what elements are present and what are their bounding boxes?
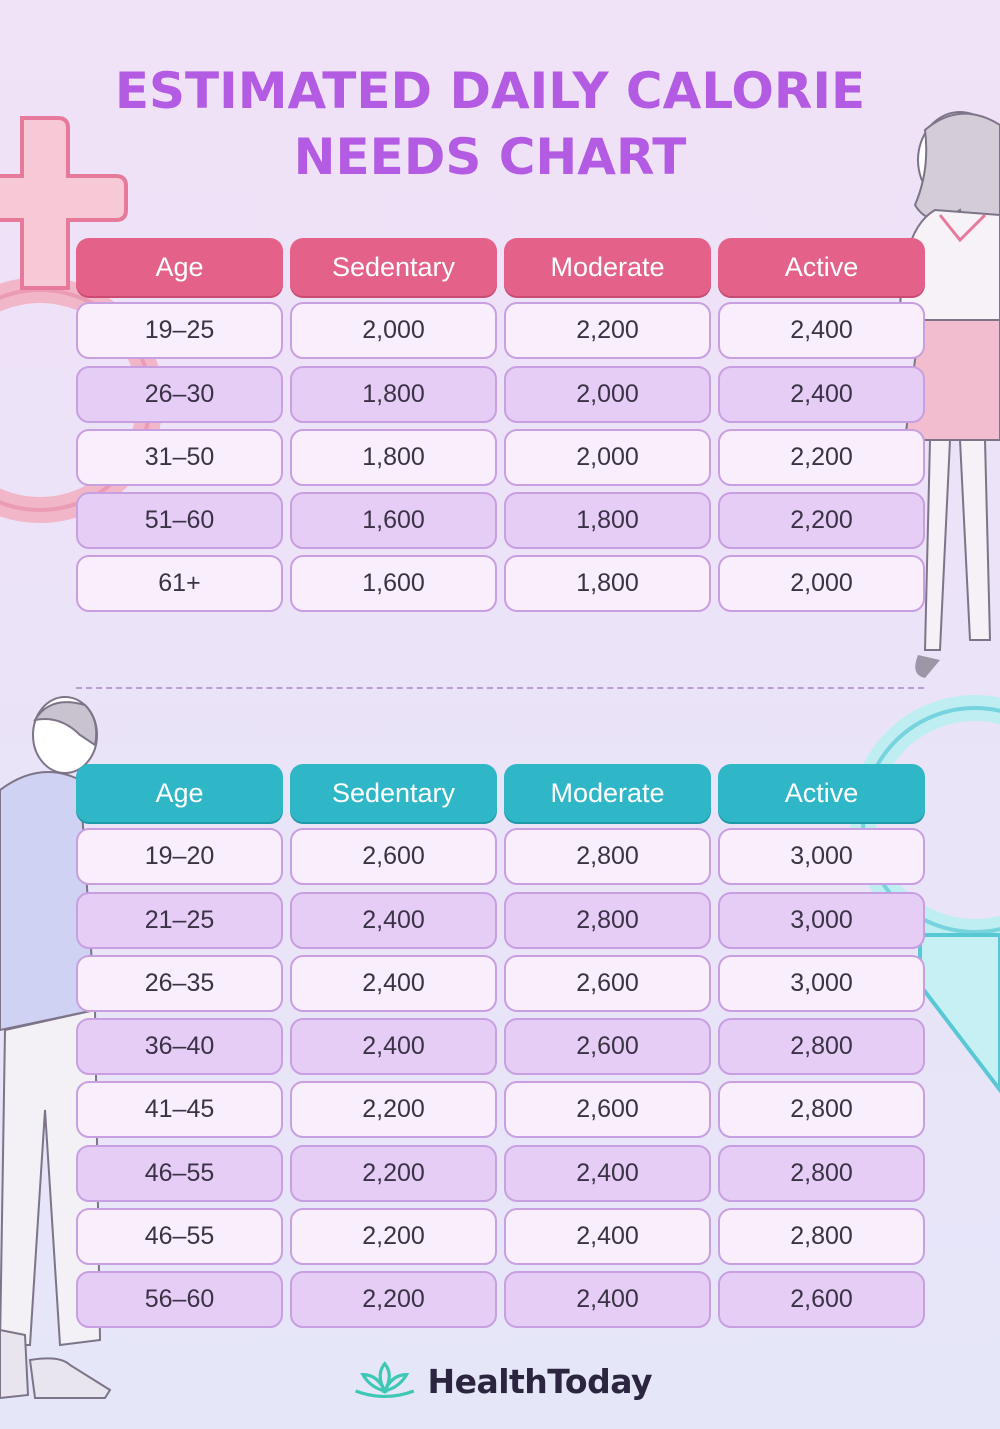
table-cell: 26–30 — [76, 365, 283, 423]
table-cell: 19–25 — [76, 302, 283, 360]
table-cell: 2,200 — [290, 1081, 497, 1139]
table-cell: 2,400 — [504, 1271, 711, 1329]
table-cell: 2,200 — [718, 428, 925, 486]
table-cell: 2,200 — [290, 1144, 497, 1202]
female-calorie-table: Age Sedentary Moderate Active 19–25 2,00… — [76, 238, 925, 619]
table-cell: 2,200 — [718, 492, 925, 550]
table-cell: 3,000 — [718, 891, 925, 949]
table-cell: 31–50 — [76, 428, 283, 486]
header-sedentary: Sedentary — [290, 238, 497, 296]
table-cell: 19–20 — [76, 828, 283, 886]
table-cell: 2,000 — [290, 302, 497, 360]
table-cell: 46–55 — [76, 1208, 283, 1266]
table-cell: 2,800 — [718, 1208, 925, 1266]
table-cell: 1,800 — [504, 492, 711, 550]
table-cell: 2,400 — [504, 1208, 711, 1266]
table-cell: 2,000 — [718, 555, 925, 613]
table-cell: 2,600 — [718, 1271, 925, 1329]
brand-name: HealthToday — [427, 1361, 652, 1401]
table-cell: 46–55 — [76, 1144, 283, 1202]
footer-logo: HealthToday — [352, 1356, 652, 1406]
table-cell: 41–45 — [76, 1081, 283, 1139]
table-cell: 2,600 — [290, 828, 497, 886]
table-cell: 1,600 — [290, 492, 497, 550]
table-cell: 3,000 — [718, 828, 925, 886]
table-cell: 2,800 — [504, 828, 711, 886]
table-cell: 36–40 — [76, 1018, 283, 1076]
table-cell: 2,200 — [290, 1271, 497, 1329]
header-age: Age — [76, 238, 283, 296]
title-line-1: ESTIMATED DAILY CALORIE — [114, 62, 866, 120]
table-cell: 1,600 — [290, 555, 497, 613]
section-divider — [76, 687, 924, 689]
header-sedentary: Sedentary — [290, 764, 497, 822]
table-cell: 21–25 — [76, 891, 283, 949]
table-cell: 2,600 — [504, 1081, 711, 1139]
table-cell: 2,800 — [504, 891, 711, 949]
table-cell: 2,400 — [290, 1018, 497, 1076]
table-cell: 1,800 — [290, 428, 497, 486]
table-cell: 2,000 — [504, 428, 711, 486]
title-line-2: NEEDS CHART — [293, 128, 687, 186]
table-cell: 61+ — [76, 555, 283, 613]
page-title: ESTIMATED DAILY CALORIE NEEDS CHART — [0, 58, 980, 190]
header-moderate: Moderate — [504, 238, 711, 296]
table-cell: 2,400 — [290, 891, 497, 949]
header-active: Active — [718, 238, 925, 296]
table-cell: 2,800 — [718, 1144, 925, 1202]
table-cell: 51–60 — [76, 492, 283, 550]
lotus-logo-icon — [355, 1361, 415, 1399]
table-cell: 1,800 — [290, 365, 497, 423]
table-cell: 2,800 — [718, 1081, 925, 1139]
male-calorie-table: Age Sedentary Moderate Active 19–20 2,60… — [76, 764, 925, 1335]
table-cell: 2,400 — [718, 302, 925, 360]
table-cell: 2,600 — [504, 954, 711, 1012]
table-cell: 26–35 — [76, 954, 283, 1012]
table-cell: 2,400 — [290, 954, 497, 1012]
table-cell: 2,800 — [718, 1018, 925, 1076]
table-cell: 2,000 — [504, 365, 711, 423]
header-active: Active — [718, 764, 925, 822]
table-cell: 2,200 — [290, 1208, 497, 1266]
table-cell: 2,400 — [718, 365, 925, 423]
table-cell: 56–60 — [76, 1271, 283, 1329]
table-cell: 3,000 — [718, 954, 925, 1012]
table-cell: 2,400 — [504, 1144, 711, 1202]
header-age: Age — [76, 764, 283, 822]
table-cell: 2,200 — [504, 302, 711, 360]
header-moderate: Moderate — [504, 764, 711, 822]
table-cell: 2,600 — [504, 1018, 711, 1076]
table-cell: 1,800 — [504, 555, 711, 613]
